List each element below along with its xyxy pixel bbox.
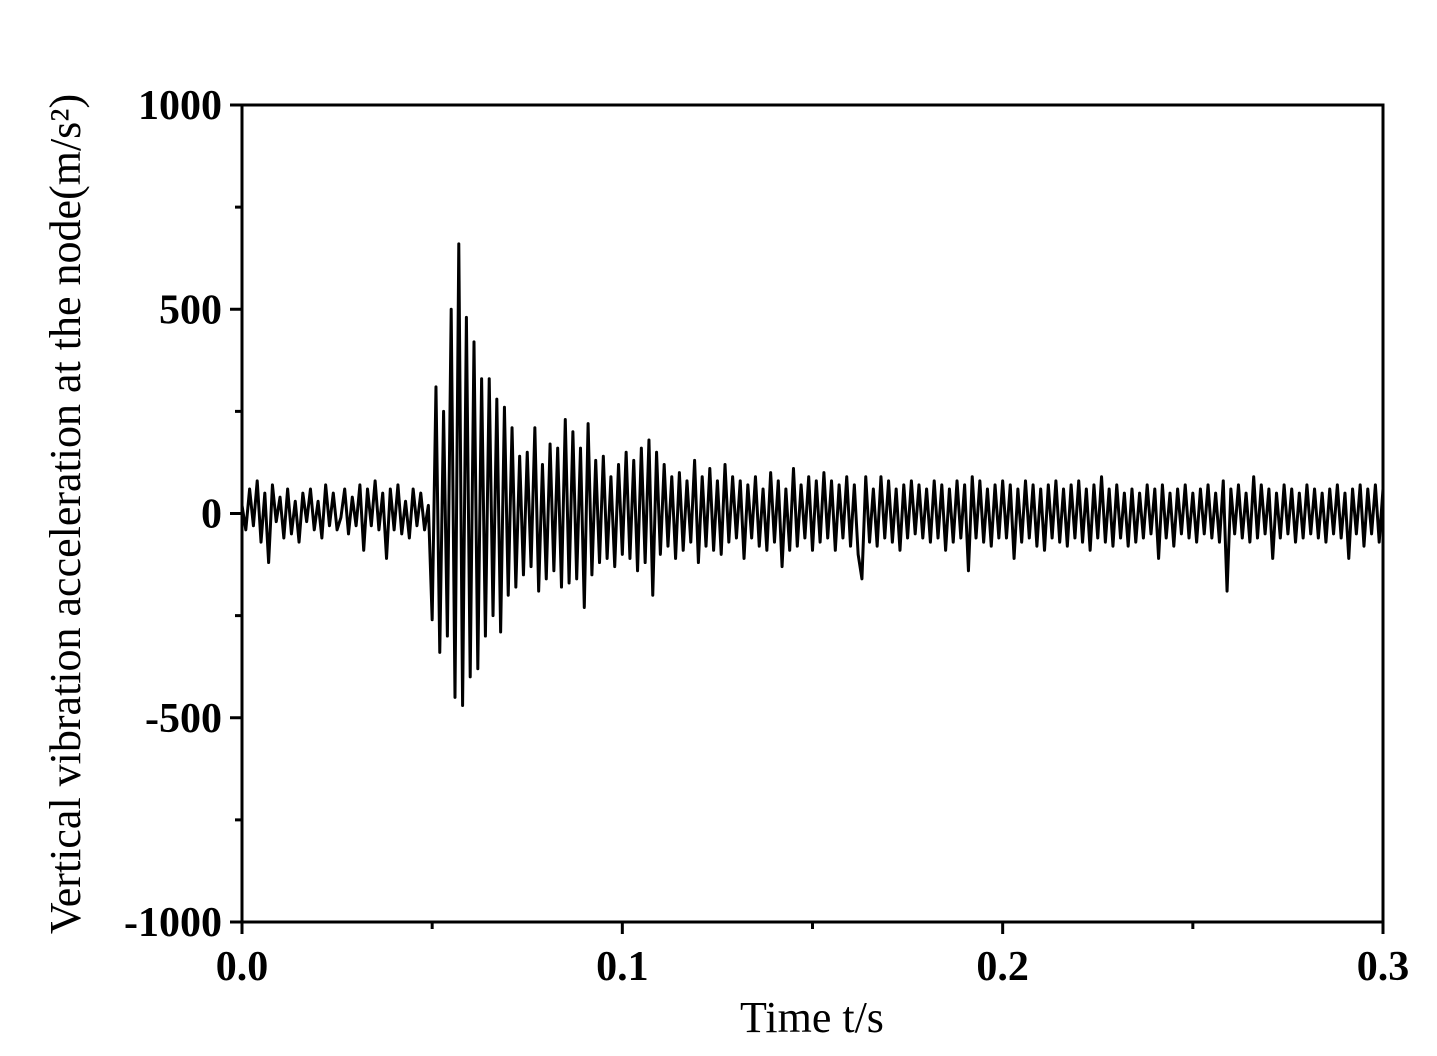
x-tick-label: 0.3 [1357,944,1410,990]
signal-line [240,242,1385,707]
plot-frame [240,103,1385,924]
y-tick-label: 500 [159,287,222,333]
x-tick-label: 0.0 [216,944,269,990]
x-axis-label: Time t/s [740,993,884,1042]
y-tick-label: 0 [201,492,222,538]
y-axis-label: Vertical vibration acceleration at the n… [41,94,90,934]
y-tick-label: 1000 [138,83,222,129]
x-tick-label: 0.1 [596,944,649,990]
y-tick-label: -1000 [124,900,222,946]
y-tick-label: -500 [145,696,222,742]
x-tick-label: 0.2 [976,944,1029,990]
